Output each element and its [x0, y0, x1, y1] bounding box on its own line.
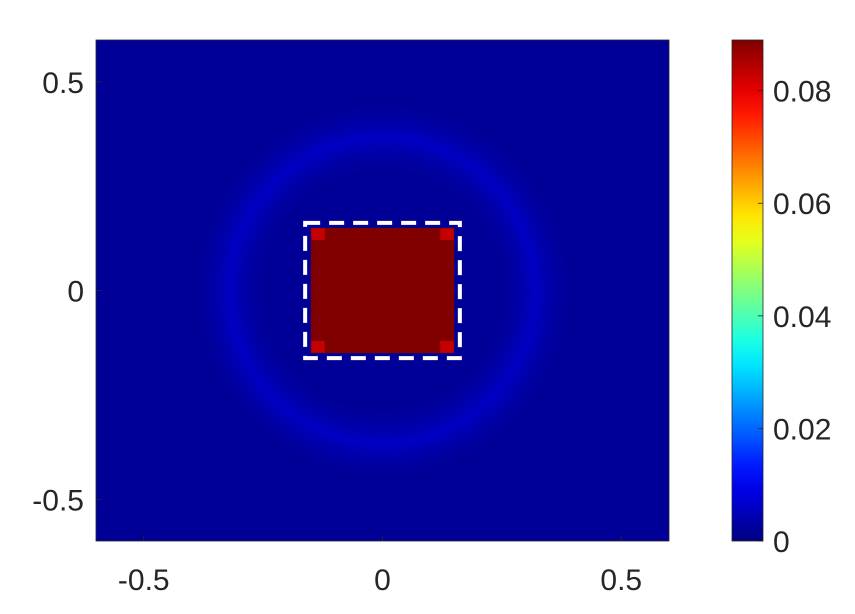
- plot-area: [96, 40, 669, 541]
- y-tick-label: 0.5: [42, 67, 84, 100]
- colorbar: 0 0.02 0.04 0.06 0.08: [731, 39, 831, 559]
- colorbar-tick-label: 0.04: [773, 301, 831, 334]
- y-tick-label: -0.5: [32, 484, 84, 517]
- colorbar-tick-label: 0.02: [773, 413, 831, 446]
- colorbar-gradient: [731, 39, 764, 542]
- dashed-outline: [303, 220, 462, 361]
- heatmap-corner-patch-3: [311, 341, 325, 353]
- heatmap-square: [310, 227, 455, 354]
- y-tick-label: 0: [67, 276, 84, 309]
- y-axis: -0.5 0 0.5: [32, 67, 102, 517]
- colorbar-tick-label: 0.08: [773, 76, 831, 109]
- heatmap-corner-patch-1: [311, 228, 325, 240]
- x-axis: -0.5 0 0.5: [118, 535, 642, 597]
- x-tick-label: 0.5: [600, 564, 642, 597]
- heatmap-corner-patch-2: [440, 228, 454, 240]
- colorbar-tick-label: 0: [773, 526, 790, 559]
- colorbar-tick-label: 0.06: [773, 188, 831, 221]
- heatmap-corner-patch-4: [440, 341, 454, 353]
- x-tick-label: -0.5: [118, 564, 170, 597]
- x-tick-label: 0: [374, 564, 391, 597]
